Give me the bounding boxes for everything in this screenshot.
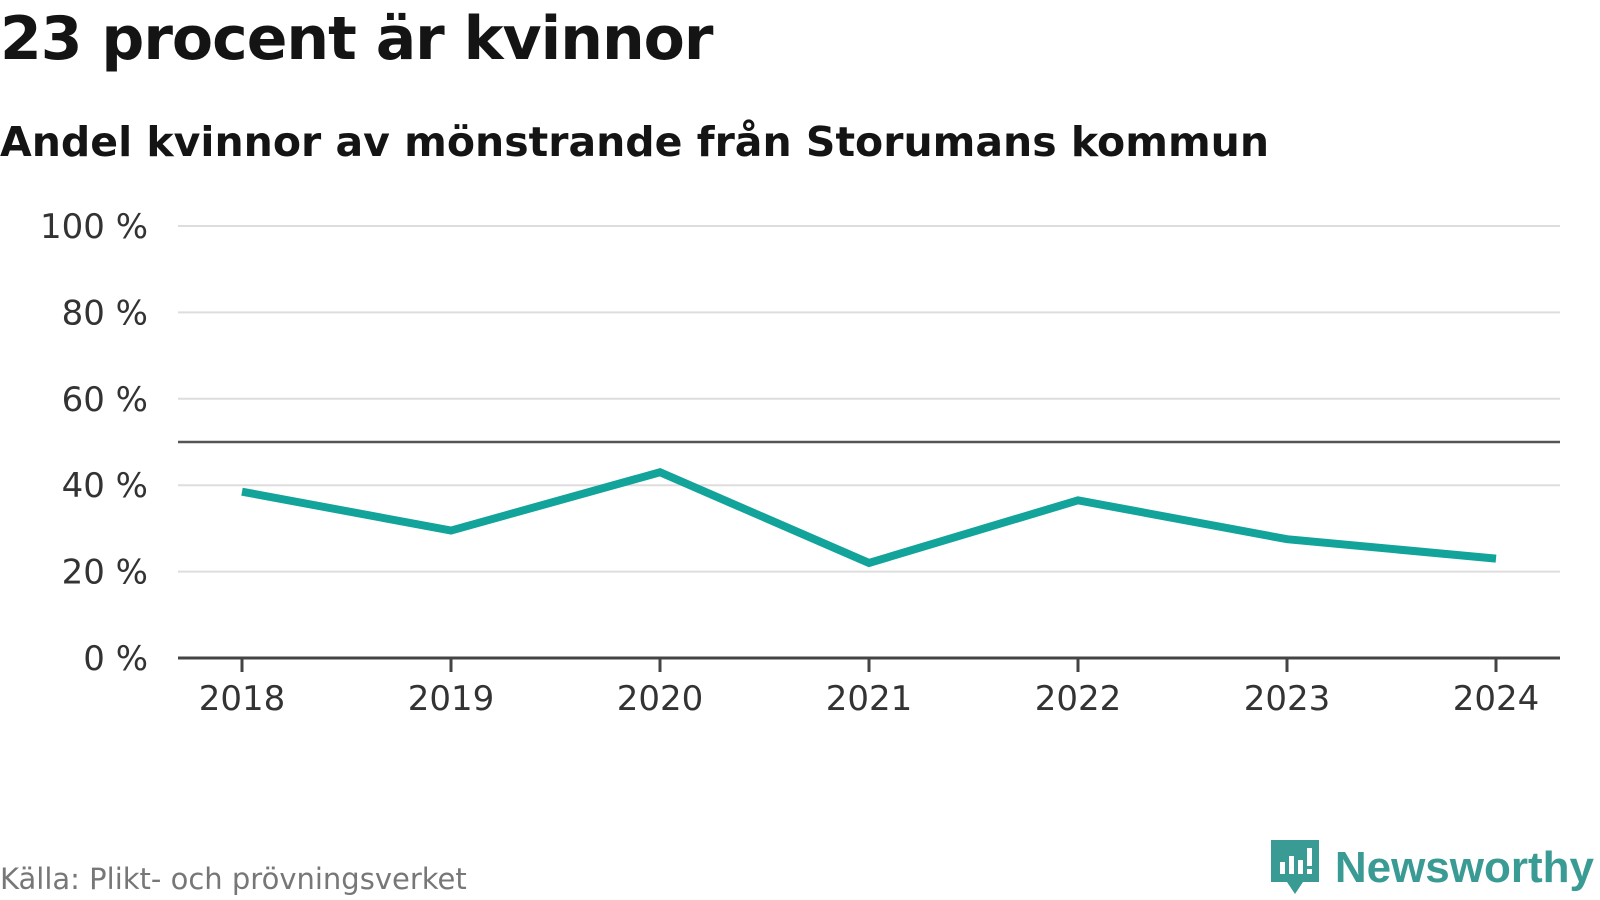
x-tick-label-2024: 2024: [1453, 679, 1540, 719]
y-tick-label-100: 100 %: [40, 207, 148, 247]
y-tick-label-80: 80 %: [62, 293, 148, 333]
y-tick-label-60: 60 %: [62, 380, 148, 420]
x-tick-label-2021: 2021: [826, 679, 913, 719]
gridlines: [178, 225, 1560, 573]
x-tick-label-2018: 2018: [199, 679, 286, 719]
y-axis: 0 % 20 % 40 % 60 % 80 % 100 %: [40, 207, 148, 679]
source-note: Källa: Plikt- och prövningsverket: [0, 862, 467, 896]
x-tick-label-2019: 2019: [408, 679, 495, 719]
brand-name: Newsworthy: [1334, 843, 1594, 892]
y-tick-label-20: 20 %: [62, 553, 148, 593]
x-tick-label-2020: 2020: [617, 679, 704, 719]
x-tick-labels: 2018 2019 2020 2021 2022 2023 2024: [199, 679, 1540, 719]
x-tick-label-2022: 2022: [1035, 679, 1122, 719]
x-tick-label-2023: 2023: [1244, 679, 1331, 719]
y-tick-label-40: 40 %: [62, 466, 148, 506]
y-tick-label-0: 0 %: [83, 639, 148, 679]
newsworthy-logo-icon: [1270, 840, 1319, 894]
brand-logo: Newsworthy: [1269, 838, 1594, 898]
chart-title: 23 procent är kvinnor: [0, 4, 713, 74]
x-axis: [178, 656, 1560, 672]
series-group: [241, 468, 1497, 568]
chart-subtitle: Andel kvinnor av mönstrande från Storuma…: [0, 118, 1270, 166]
